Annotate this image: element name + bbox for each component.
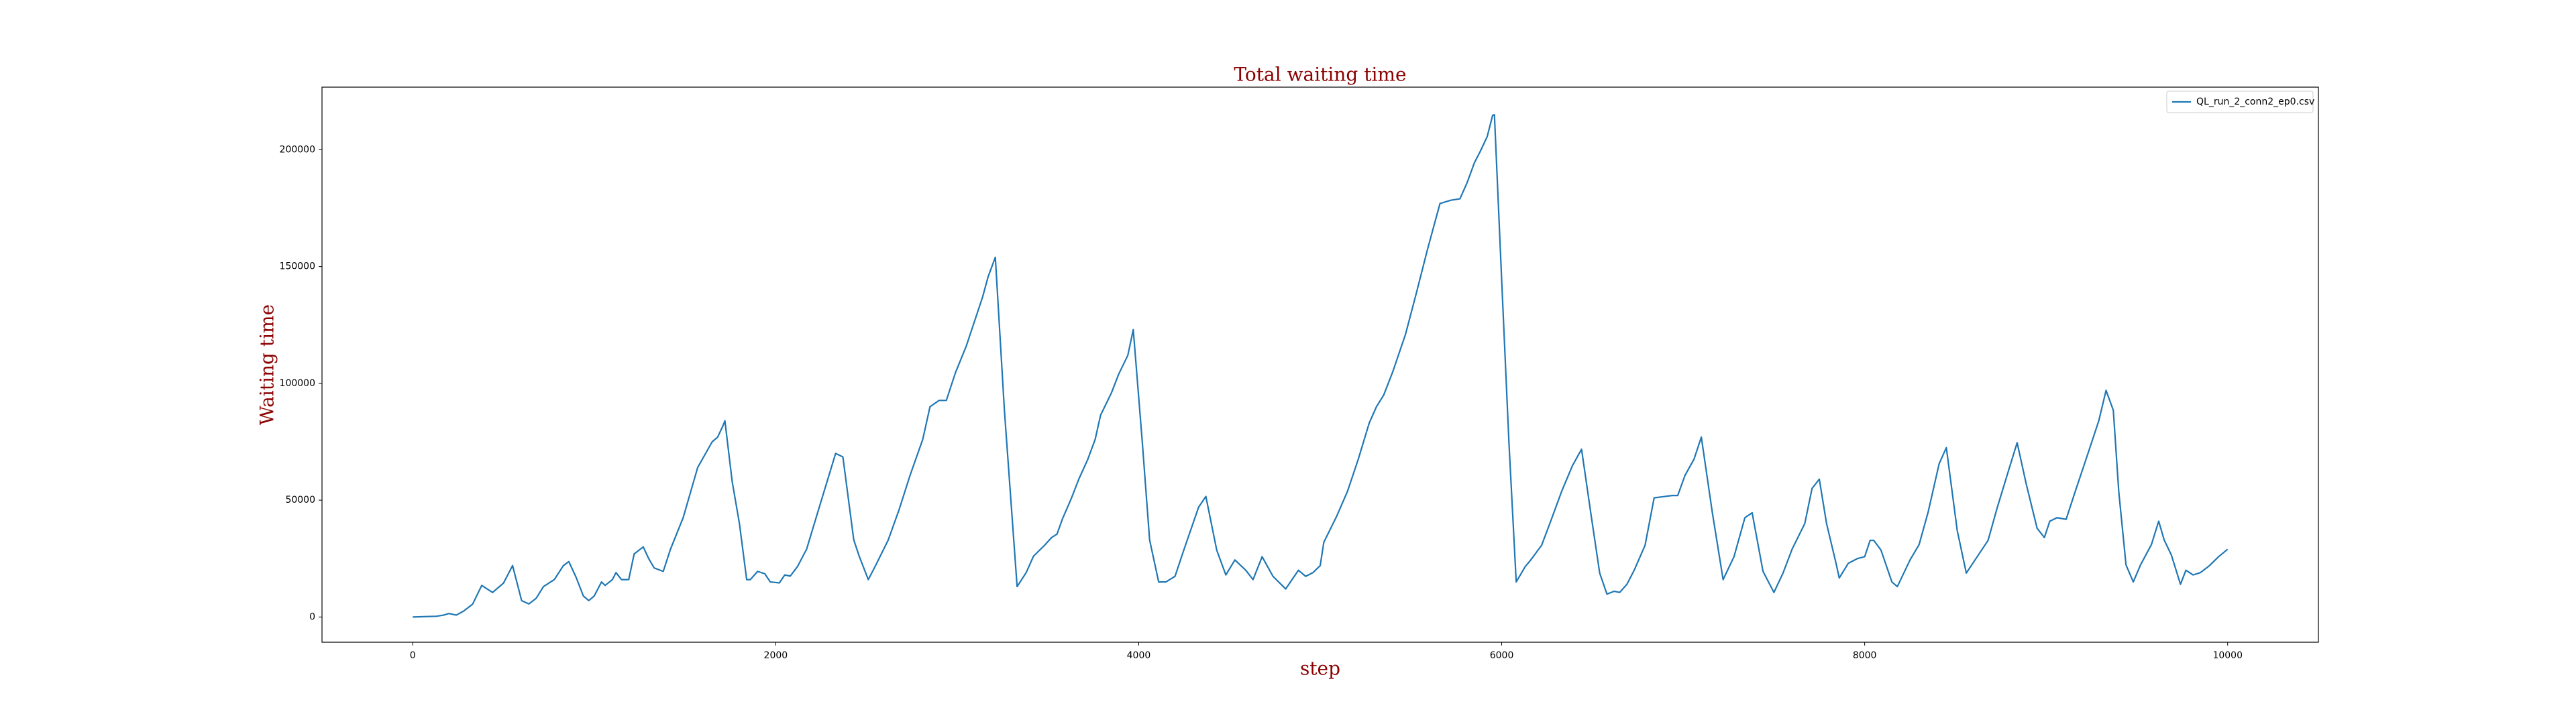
- y-tick-label: 200000: [280, 144, 315, 155]
- legend-label: QL_run_2_conn2_ep0.csv: [2196, 97, 2314, 107]
- x-tick-label: 4000: [1127, 650, 1151, 661]
- x-tick-label: 6000: [1490, 650, 1514, 661]
- x-tick-label: 10000: [2212, 650, 2243, 661]
- x-tick-label: 0: [410, 650, 416, 661]
- y-axis-label: Waiting time: [256, 304, 278, 425]
- legend-box: [2166, 90, 2314, 113]
- x-tick-label: 2000: [764, 650, 788, 661]
- y-tick-label: 0: [309, 611, 315, 622]
- data-line: [413, 114, 2229, 618]
- chart-title: Total waiting time: [1234, 64, 1406, 86]
- y-tick-label: 150000: [280, 261, 315, 272]
- plot-frame: [321, 86, 2319, 643]
- y-tick-label: 50000: [285, 495, 315, 505]
- x-tick-label: 8000: [1853, 650, 1877, 661]
- x-axis-label: step: [1300, 658, 1340, 680]
- y-tick-label: 100000: [280, 378, 315, 389]
